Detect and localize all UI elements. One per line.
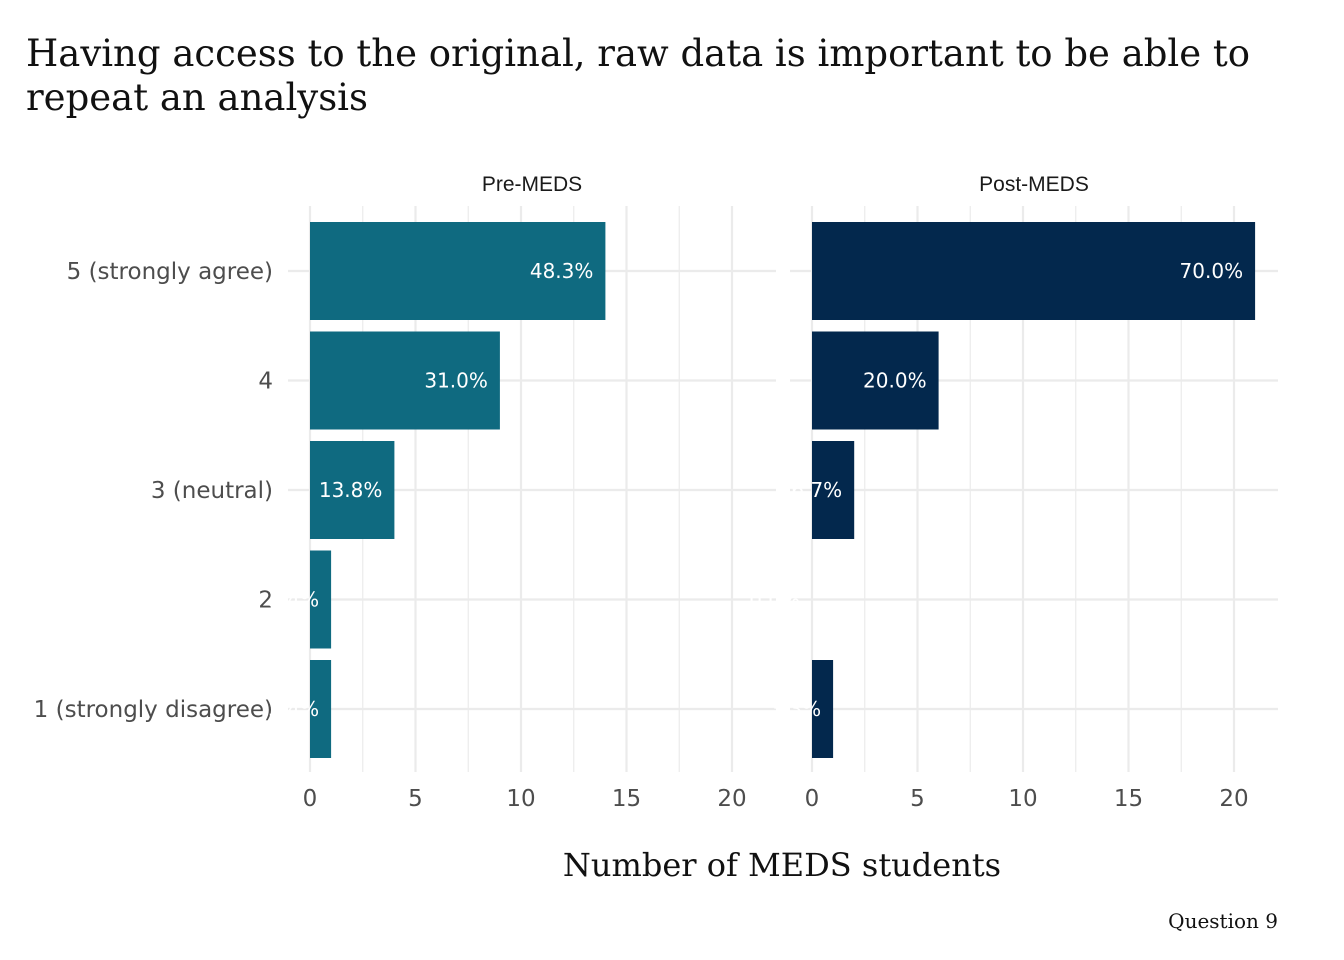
facet-title: Post-MEDS	[979, 173, 1089, 196]
x-tick-label: 0	[303, 786, 318, 812]
x-tick-label: 20	[1219, 786, 1248, 812]
facet-title: Pre-MEDS	[482, 173, 582, 196]
bar-value-label: 3.4%	[268, 697, 319, 721]
bar	[812, 331, 939, 430]
x-tick-label: 10	[506, 786, 535, 812]
category-label: 2	[258, 588, 273, 614]
bar	[310, 550, 332, 649]
bar	[812, 222, 1256, 320]
bar-value-label: 0.0%	[749, 588, 800, 612]
category-label: 1 (strongly disagree)	[34, 697, 273, 723]
category-label: 3 (neutral)	[151, 478, 273, 504]
bar-value-label: 6.7%	[791, 478, 842, 502]
bar-value-label: 70.0%	[1180, 259, 1244, 283]
bar-value-label: 20.0%	[863, 369, 927, 393]
bar-value-label: 3.3%	[770, 697, 821, 721]
caption: Question 9	[1168, 909, 1278, 933]
category-label: 5 (strongly agree)	[67, 259, 273, 285]
bar	[310, 660, 332, 758]
bar	[310, 222, 606, 320]
chart-title: Having access to the original, raw data …	[26, 32, 1251, 119]
bar	[310, 441, 395, 539]
bar-value-label: 48.3%	[530, 259, 594, 283]
x-tick-label: 5	[408, 786, 423, 812]
x-tick-label: 10	[1008, 786, 1037, 812]
x-axis-title: Number of MEDS students	[563, 846, 1001, 884]
bar-value-label: 3.4%	[268, 588, 319, 612]
category-label: 4	[258, 369, 273, 395]
bar	[812, 441, 855, 539]
x-tick-label: 15	[1114, 786, 1143, 812]
bar-value-label: 13.8%	[319, 478, 383, 502]
x-tick-label: 20	[717, 786, 746, 812]
x-tick-label: 15	[612, 786, 641, 812]
bar	[310, 331, 500, 430]
bar	[812, 660, 834, 758]
x-tick-label: 0	[805, 786, 820, 812]
bar-value-label: 31.0%	[424, 369, 488, 393]
x-tick-label: 5	[910, 786, 925, 812]
